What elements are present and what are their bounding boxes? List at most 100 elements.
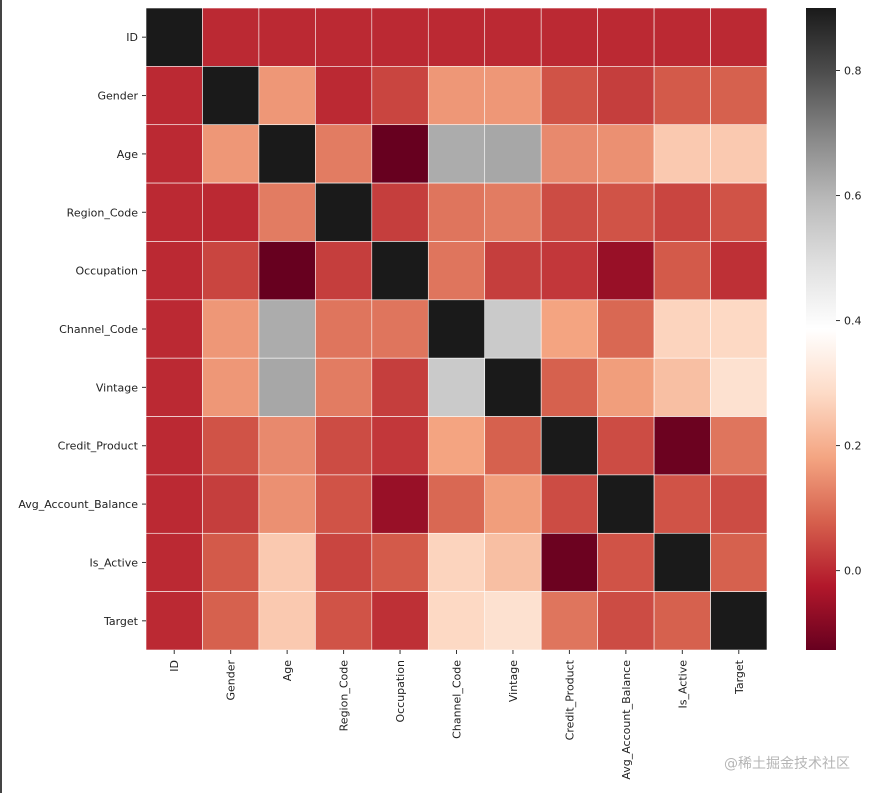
heatmap-cell-Region_Code-Occupation xyxy=(371,182,429,242)
heatmap-cell-Occupation-Is_Active xyxy=(653,241,711,301)
heatmap-cell-Avg_Account_Balance-ID xyxy=(145,474,203,534)
x-tick-label: Avg_Account_Balance xyxy=(620,660,633,780)
y-tick-label: Channel_Code xyxy=(59,323,138,336)
heatmap-cell-Gender-Occupation xyxy=(371,66,429,126)
y-tick-label: Credit_Product xyxy=(58,440,139,453)
heatmap-cell-Region_Code-Gender xyxy=(202,182,260,242)
heatmap-cell-Is_Active-Credit_Product xyxy=(540,532,598,592)
heatmap-cell-Gender-Age xyxy=(258,66,316,126)
heatmap-cell-Channel_Code-Avg_Account_Balance xyxy=(597,299,655,359)
y-tick-label: ID xyxy=(126,31,138,44)
heatmap-cells xyxy=(145,7,768,651)
heatmap-cell-Credit_Product-Age xyxy=(258,416,316,476)
heatmap-cell-Credit_Product-Occupation xyxy=(371,416,429,476)
y-tick-label: Gender xyxy=(97,90,138,103)
heatmap-cell-Vintage-Avg_Account_Balance xyxy=(597,357,655,417)
heatmap-cell-Age-Target xyxy=(710,124,768,184)
heatmap-cell-Gender-Gender xyxy=(202,66,260,126)
x-tick-labels: ID Gender Age Region_Code Occupation Channel_… xyxy=(168,650,746,780)
heatmap-cell-Target-Target xyxy=(710,591,768,651)
y-tick-label: Avg_Account_Balance xyxy=(18,498,138,511)
heatmap-cell-Vintage-Credit_Product xyxy=(540,357,598,417)
heatmap-cell-ID-Target xyxy=(710,7,768,67)
heatmap-cell-Target-Is_Active xyxy=(653,591,711,651)
heatmap-cell-Gender-Target xyxy=(710,66,768,126)
heatmap-cell-Target-Credit_Product xyxy=(540,591,598,651)
heatmap-cell-ID-Is_Active xyxy=(653,7,711,67)
heatmap-cell-Age-Occupation xyxy=(371,124,429,184)
heatmap-cell-Is_Active-Target xyxy=(710,532,768,592)
heatmap-cell-Credit_Product-Channel_Code xyxy=(427,416,486,476)
heatmap-cell-Region_Code-Avg_Account_Balance xyxy=(597,182,655,242)
heatmap-cell-Credit_Product-Avg_Account_Balance xyxy=(597,416,655,476)
heatmap-cell-Credit_Product-Gender xyxy=(202,416,260,476)
heatmap-cell-Channel_Code-Channel_Code xyxy=(427,299,486,359)
heatmap-cell-ID-Credit_Product xyxy=(540,7,598,67)
heatmap-cell-ID-Age xyxy=(258,7,316,67)
heatmap-cell-Is_Active-Is_Active xyxy=(653,532,711,592)
x-tick-label: Region_Code xyxy=(338,660,351,732)
colorbar-tick-label: 0.4 xyxy=(844,315,862,328)
heatmap-cell-Avg_Account_Balance-Gender xyxy=(202,474,260,534)
heatmap-cell-Vintage-Age xyxy=(258,357,316,417)
heatmap-cell-Is_Active-Age xyxy=(258,532,316,592)
heatmap-cell-Credit_Product-Target xyxy=(710,416,768,476)
heatmap-cell-Vintage-Occupation xyxy=(371,357,429,417)
heatmap-cell-Is_Active-Occupation xyxy=(371,532,429,592)
x-tick-label: Vintage xyxy=(507,660,520,702)
heatmap-cell-Age-Age xyxy=(258,124,316,184)
heatmap-cell-Gender-Is_Active xyxy=(653,66,711,126)
colorbar xyxy=(806,8,836,650)
heatmap-cell-Is_Active-Region_Code xyxy=(315,532,373,592)
heatmap-cell-Channel_Code-Gender xyxy=(202,299,260,359)
y-tick-label: Is_Active xyxy=(89,556,138,569)
heatmap-cell-Is_Active-Gender xyxy=(202,532,260,592)
heatmap-cell-Vintage-Vintage xyxy=(484,357,542,417)
heatmap-cell-Age-Region_Code xyxy=(315,124,373,184)
heatmap-cell-Avg_Account_Balance-Vintage xyxy=(484,474,542,534)
heatmap-cell-Credit_Product-Vintage xyxy=(484,416,542,476)
x-tick-label: Occupation xyxy=(394,660,407,723)
heatmap-cell-Target-Occupation xyxy=(371,591,429,651)
heatmap-cell-Age-Is_Active xyxy=(653,124,711,184)
heatmap-cell-Region_Code-Target xyxy=(710,182,768,242)
heatmap-cell-Gender-Region_Code xyxy=(315,66,373,126)
heatmap-cell-Region_Code-Channel_Code xyxy=(427,182,486,242)
heatmap-cell-Occupation-Avg_Account_Balance xyxy=(597,241,655,301)
heatmap-cell-Avg_Account_Balance-Avg_Account_Balance xyxy=(597,474,655,534)
heatmap-cell-Age-Avg_Account_Balance xyxy=(597,124,655,184)
heatmap-cell-ID-Vintage xyxy=(484,7,542,67)
y-tick-label: Region_Code xyxy=(67,206,139,219)
heatmap-cell-Region_Code-Credit_Product xyxy=(540,182,598,242)
x-tick-label: Target xyxy=(733,659,746,695)
heatmap-cell-Age-Channel_Code xyxy=(427,124,486,184)
heatmap-cell-Target-Gender xyxy=(202,591,260,651)
heatmap-cell-Gender-ID xyxy=(145,66,203,126)
heatmap-cell-Occupation-Channel_Code xyxy=(427,241,486,301)
heatmap-cell-Vintage-Region_Code xyxy=(315,357,373,417)
heatmap-cell-Occupation-Vintage xyxy=(484,241,542,301)
heatmap-cell-Target-Region_Code xyxy=(315,591,373,651)
heatmap-cell-ID-Occupation xyxy=(371,7,429,67)
heatmap-cell-Avg_Account_Balance-Occupation xyxy=(371,474,429,534)
heatmap-cell-Is_Active-Avg_Account_Balance xyxy=(597,532,655,592)
heatmap-cell-Age-Credit_Product xyxy=(540,124,598,184)
y-tick-label: Target xyxy=(103,615,139,628)
heatmap-cell-Vintage-ID xyxy=(145,357,203,417)
heatmap-cell-Region_Code-ID xyxy=(145,182,203,242)
heatmap-cell-Channel_Code-ID xyxy=(145,299,203,359)
heatmap-cell-Region_Code-Is_Active xyxy=(653,182,711,242)
x-tick-label: Age xyxy=(281,660,294,682)
heatmap-cell-Channel_Code-Vintage xyxy=(484,299,542,359)
heatmap-cell-Avg_Account_Balance-Age xyxy=(258,474,316,534)
x-tick-label: ID xyxy=(168,660,181,672)
colorbar-ticks: 0.0 0.2 0.4 0.6 0.8 xyxy=(836,65,862,578)
heatmap-cell-ID-Gender xyxy=(202,7,260,67)
heatmap-cell-Credit_Product-ID xyxy=(145,416,203,476)
heatmap-cell-Credit_Product-Is_Active xyxy=(653,416,711,476)
colorbar-tick-label: 0.2 xyxy=(844,440,862,453)
heatmap-cell-Occupation-Region_Code xyxy=(315,241,373,301)
heatmap-cell-ID-Channel_Code xyxy=(427,7,486,67)
x-tick-label: Channel_Code xyxy=(451,660,464,739)
